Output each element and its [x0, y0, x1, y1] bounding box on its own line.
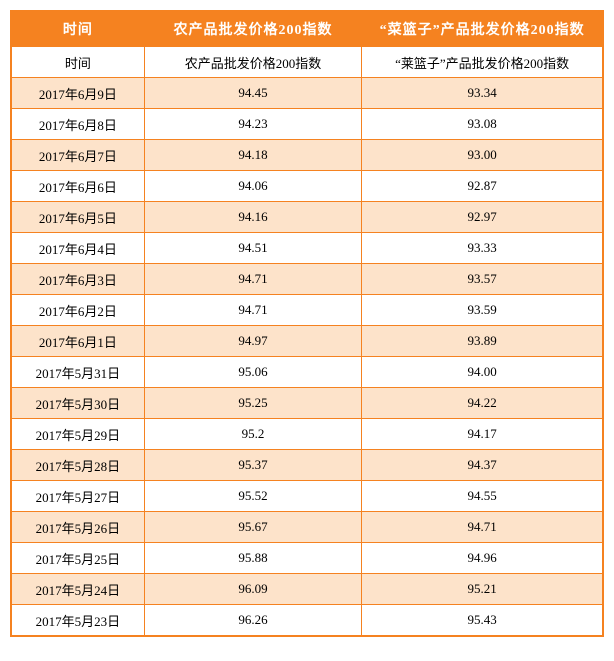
cell-b: 94.96	[362, 543, 603, 574]
table-row: 2017年6月1日94.9793.89	[11, 326, 603, 357]
table-subheader-row: 时间 农产品批发价格200指数 “莱篮子”产品批发价格200指数	[11, 47, 603, 78]
table-row: 2017年5月24日96.0995.21	[11, 574, 603, 605]
cell-b: 94.55	[362, 481, 603, 512]
cell-a: 96.26	[144, 605, 362, 637]
table-row: 2017年6月7日94.1893.00	[11, 140, 603, 171]
cell-date: 2017年5月24日	[11, 574, 144, 605]
cell-a: 95.06	[144, 357, 362, 388]
cell-a: 94.23	[144, 109, 362, 140]
cell-date: 2017年6月4日	[11, 233, 144, 264]
cell-b: 93.08	[362, 109, 603, 140]
col-header-b: “菜篮子”产品批发价格200指数	[362, 11, 603, 47]
table-row: 2017年5月23日96.2695.43	[11, 605, 603, 637]
subheader-b: “莱篮子”产品批发价格200指数	[362, 47, 603, 78]
cell-date: 2017年5月23日	[11, 605, 144, 637]
table-body: 时间 农产品批发价格200指数 “莱篮子”产品批发价格200指数 2017年6月…	[11, 47, 603, 637]
table-row: 2017年6月3日94.7193.57	[11, 264, 603, 295]
price-index-table: 时间 农产品批发价格200指数 “菜篮子”产品批发价格200指数 时间 农产品批…	[10, 10, 604, 637]
cell-date: 2017年6月2日	[11, 295, 144, 326]
cell-a: 95.2	[144, 419, 362, 450]
cell-b: 93.34	[362, 78, 603, 109]
cell-date: 2017年5月29日	[11, 419, 144, 450]
cell-b: 93.59	[362, 295, 603, 326]
col-header-date: 时间	[11, 11, 144, 47]
cell-a: 95.37	[144, 450, 362, 481]
table-row: 2017年6月6日94.0692.87	[11, 171, 603, 202]
cell-b: 93.57	[362, 264, 603, 295]
table-row: 2017年6月2日94.7193.59	[11, 295, 603, 326]
subheader-a: 农产品批发价格200指数	[144, 47, 362, 78]
cell-date: 2017年6月7日	[11, 140, 144, 171]
cell-a: 94.97	[144, 326, 362, 357]
cell-a: 94.18	[144, 140, 362, 171]
table-row: 2017年5月27日95.5294.55	[11, 481, 603, 512]
cell-date: 2017年6月6日	[11, 171, 144, 202]
cell-a: 95.67	[144, 512, 362, 543]
cell-a: 94.71	[144, 295, 362, 326]
cell-date: 2017年5月31日	[11, 357, 144, 388]
cell-b: 95.43	[362, 605, 603, 637]
cell-a: 94.71	[144, 264, 362, 295]
cell-a: 95.25	[144, 388, 362, 419]
cell-a: 95.52	[144, 481, 362, 512]
cell-date: 2017年5月27日	[11, 481, 144, 512]
cell-b: 94.00	[362, 357, 603, 388]
cell-date: 2017年6月5日	[11, 202, 144, 233]
cell-date: 2017年6月1日	[11, 326, 144, 357]
table-row: 2017年5月25日95.8894.96	[11, 543, 603, 574]
cell-date: 2017年5月25日	[11, 543, 144, 574]
cell-a: 94.51	[144, 233, 362, 264]
table-row: 2017年6月9日94.4593.34	[11, 78, 603, 109]
table-header-row: 时间 农产品批发价格200指数 “菜篮子”产品批发价格200指数	[11, 11, 603, 47]
cell-a: 95.88	[144, 543, 362, 574]
table-row: 2017年5月29日95.294.17	[11, 419, 603, 450]
cell-a: 96.09	[144, 574, 362, 605]
table-row: 2017年5月26日95.6794.71	[11, 512, 603, 543]
cell-b: 94.71	[362, 512, 603, 543]
cell-date: 2017年5月30日	[11, 388, 144, 419]
table-row: 2017年5月31日95.0694.00	[11, 357, 603, 388]
cell-b: 93.33	[362, 233, 603, 264]
cell-b: 93.89	[362, 326, 603, 357]
cell-b: 95.21	[362, 574, 603, 605]
cell-date: 2017年5月28日	[11, 450, 144, 481]
cell-b: 92.87	[362, 171, 603, 202]
table-row: 2017年6月8日94.2393.08	[11, 109, 603, 140]
cell-b: 93.00	[362, 140, 603, 171]
cell-a: 94.06	[144, 171, 362, 202]
cell-date: 2017年6月9日	[11, 78, 144, 109]
table-row: 2017年5月28日95.3794.37	[11, 450, 603, 481]
cell-date: 2017年6月8日	[11, 109, 144, 140]
cell-a: 94.45	[144, 78, 362, 109]
cell-date: 2017年6月3日	[11, 264, 144, 295]
subheader-date: 时间	[11, 47, 144, 78]
cell-b: 94.37	[362, 450, 603, 481]
table-row: 2017年5月30日95.2594.22	[11, 388, 603, 419]
cell-b: 94.22	[362, 388, 603, 419]
col-header-a: 农产品批发价格200指数	[144, 11, 362, 47]
cell-a: 94.16	[144, 202, 362, 233]
table-row: 2017年6月5日94.1692.97	[11, 202, 603, 233]
cell-date: 2017年5月26日	[11, 512, 144, 543]
cell-b: 94.17	[362, 419, 603, 450]
cell-b: 92.97	[362, 202, 603, 233]
table-row: 2017年6月4日94.5193.33	[11, 233, 603, 264]
